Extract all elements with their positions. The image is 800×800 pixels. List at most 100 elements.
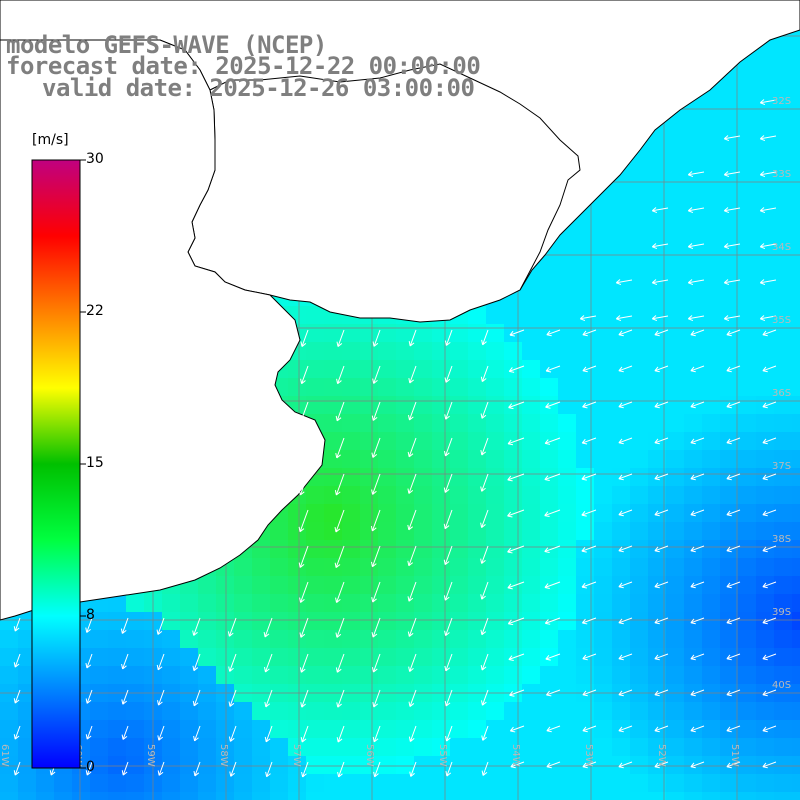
field-cell bbox=[558, 594, 576, 612]
field-cell bbox=[684, 486, 702, 504]
field-cell bbox=[648, 252, 666, 270]
field-cell bbox=[486, 702, 504, 720]
field-cell bbox=[414, 612, 432, 630]
wind-arrow bbox=[192, 617, 201, 636]
field-cell bbox=[342, 576, 360, 594]
field-cell bbox=[648, 756, 666, 774]
field-cell bbox=[522, 792, 540, 800]
wind-arrow bbox=[762, 329, 777, 337]
axis-labels: 32S33S34S35S36S37S38S39S40S61W60W59W58W5… bbox=[0, 96, 791, 767]
field-cell bbox=[612, 576, 630, 594]
field-cell bbox=[468, 720, 486, 738]
field-cell bbox=[774, 450, 792, 468]
wind-arrow bbox=[759, 315, 777, 322]
field-cell bbox=[720, 576, 738, 594]
wind-arrow bbox=[654, 545, 669, 553]
field-cell bbox=[324, 576, 342, 594]
field-cell bbox=[234, 594, 252, 612]
field-cell bbox=[684, 324, 702, 342]
field-cell bbox=[666, 540, 684, 558]
field-cell bbox=[198, 612, 216, 630]
field-cell bbox=[576, 324, 594, 342]
field-cell bbox=[594, 324, 612, 342]
field-cell bbox=[648, 648, 666, 666]
field-cell bbox=[540, 666, 558, 684]
field-cell bbox=[522, 612, 540, 630]
field-cell bbox=[432, 756, 450, 774]
field-cell bbox=[684, 360, 702, 378]
field-cell bbox=[72, 774, 90, 792]
field-cell bbox=[756, 90, 774, 108]
field-cell bbox=[378, 720, 396, 738]
wind-arrow bbox=[582, 329, 597, 337]
field-cell bbox=[540, 270, 558, 288]
field-cell bbox=[612, 648, 630, 666]
wind-arrow bbox=[444, 617, 453, 637]
field-cell bbox=[792, 288, 800, 306]
wind-arrow bbox=[546, 329, 561, 337]
field-cell bbox=[162, 702, 180, 720]
field-cell bbox=[504, 792, 522, 800]
field-cell bbox=[306, 792, 324, 800]
wind-arrow bbox=[762, 617, 777, 625]
field-cell bbox=[720, 720, 738, 738]
field-cell bbox=[612, 414, 630, 432]
field-cell bbox=[540, 432, 558, 450]
field-cell bbox=[774, 720, 792, 738]
wind-arrow bbox=[618, 581, 633, 589]
field-cell bbox=[234, 612, 252, 630]
wind-arrow bbox=[545, 365, 561, 373]
field-cell bbox=[486, 486, 504, 504]
field-cell bbox=[558, 324, 576, 342]
field-cell bbox=[540, 756, 558, 774]
wind-arrow bbox=[193, 725, 201, 742]
field-cell bbox=[792, 414, 800, 432]
wind-arrow bbox=[408, 329, 417, 347]
field-cell bbox=[630, 450, 648, 468]
field-cell bbox=[306, 576, 324, 594]
field-cell bbox=[684, 558, 702, 576]
wind-arrow bbox=[443, 545, 453, 566]
wind-arrow bbox=[227, 617, 237, 637]
field-cell bbox=[576, 540, 594, 558]
field-cell bbox=[126, 612, 144, 630]
wind-arrow bbox=[507, 473, 525, 482]
field-cell bbox=[234, 738, 252, 756]
field-cell bbox=[774, 306, 792, 324]
field-cell bbox=[684, 612, 702, 630]
wind-arrow bbox=[265, 761, 273, 778]
wind-arrow bbox=[723, 207, 741, 214]
lon-label: 52W bbox=[656, 744, 667, 767]
field-cell bbox=[576, 594, 594, 612]
field-cell bbox=[576, 576, 594, 594]
wind-arrow bbox=[759, 99, 777, 106]
wind-arrow bbox=[299, 401, 309, 422]
field-cell bbox=[306, 342, 324, 360]
field-cell bbox=[306, 702, 324, 720]
field-cell bbox=[684, 540, 702, 558]
field-cell bbox=[630, 162, 648, 180]
wind-arrow bbox=[726, 581, 741, 589]
field-cell bbox=[396, 468, 414, 486]
field-cell bbox=[54, 774, 72, 792]
field-cell bbox=[684, 108, 702, 126]
field-cell bbox=[558, 792, 576, 800]
lat-label: 33S bbox=[772, 169, 791, 180]
field-cell bbox=[702, 540, 720, 558]
field-cell bbox=[666, 612, 684, 630]
field-cell bbox=[576, 306, 594, 324]
field-cell bbox=[702, 306, 720, 324]
field-cell bbox=[576, 666, 594, 684]
field-cell bbox=[108, 792, 126, 800]
field-cell bbox=[774, 522, 792, 540]
field-cell bbox=[360, 612, 378, 630]
field-cell bbox=[648, 720, 666, 738]
field-cell bbox=[738, 108, 756, 126]
field-cell bbox=[450, 738, 468, 756]
field-cell bbox=[342, 594, 360, 612]
wind-arrow bbox=[762, 365, 777, 373]
field-cell bbox=[756, 630, 774, 648]
field-cell bbox=[594, 432, 612, 450]
field-cell bbox=[738, 504, 756, 522]
